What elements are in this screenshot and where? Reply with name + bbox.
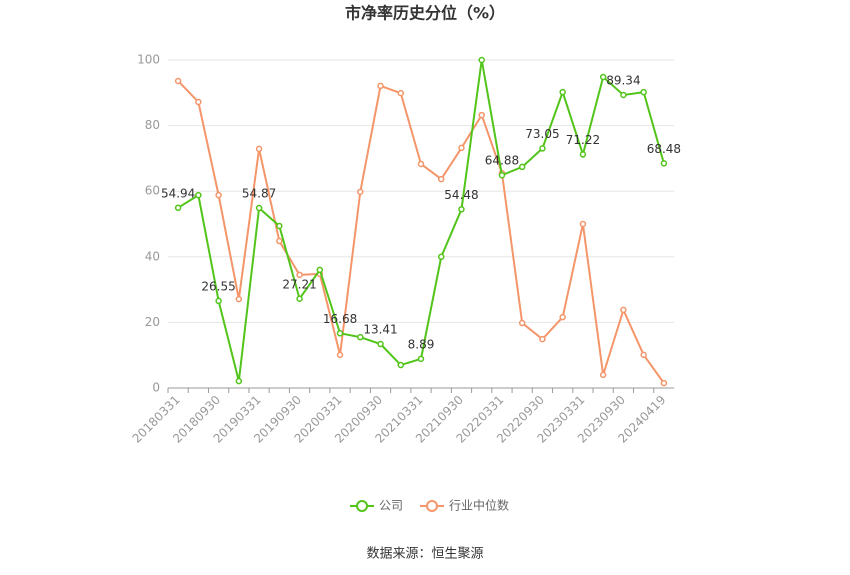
data-label: 54.87 <box>242 187 276 201</box>
point <box>357 188 364 196</box>
point <box>377 340 384 348</box>
data-label: 54.48 <box>444 188 478 202</box>
data-label: 26.55 <box>201 279 235 293</box>
y-tick-label: 40 <box>145 249 160 263</box>
point <box>539 335 546 343</box>
point <box>599 371 607 379</box>
data-label: 27.21 <box>282 277 316 291</box>
point <box>458 206 465 213</box>
point <box>660 160 668 167</box>
point <box>518 319 526 327</box>
point <box>316 266 324 274</box>
data-label: 73.05 <box>525 127 559 141</box>
point <box>417 160 425 168</box>
data-label: 89.34 <box>606 73 640 87</box>
point <box>235 295 243 303</box>
point <box>599 73 607 81</box>
point <box>417 355 425 363</box>
point <box>579 220 587 228</box>
y-tick-label: 20 <box>145 315 160 329</box>
point <box>437 175 445 183</box>
point <box>296 271 303 279</box>
point <box>195 191 202 199</box>
chart-title: 市净率历史分位（%） <box>345 4 505 23</box>
data-label: 54.94 <box>161 186 195 200</box>
point <box>215 191 222 199</box>
point <box>640 351 647 359</box>
point <box>559 88 566 96</box>
y-tick-label: 0 <box>152 381 160 395</box>
y-tick-label: 100 <box>137 53 160 67</box>
point <box>579 151 587 158</box>
series-line <box>177 59 665 382</box>
point <box>397 361 405 369</box>
point <box>336 351 344 359</box>
point <box>215 297 222 305</box>
point <box>255 204 263 212</box>
legend-marker <box>426 500 438 512</box>
data-label: 68.48 <box>647 142 681 156</box>
legend-marker <box>356 500 368 512</box>
y-tick-label: 60 <box>145 184 160 198</box>
y-tick-label: 80 <box>145 118 160 132</box>
point <box>539 145 546 152</box>
point <box>478 111 485 119</box>
point <box>498 171 506 179</box>
legend-label: 行业中位数 <box>449 498 509 513</box>
point <box>174 204 182 212</box>
data-label: 13.41 <box>363 323 397 337</box>
point <box>255 145 263 153</box>
point <box>478 56 485 64</box>
point <box>357 333 364 341</box>
point <box>397 89 405 97</box>
point <box>276 237 283 245</box>
data-label: 16.68 <box>323 312 357 326</box>
point <box>620 306 627 314</box>
point <box>660 379 668 387</box>
legend-label: 公司 <box>379 499 403 513</box>
data-label: 64.88 <box>485 154 519 168</box>
point <box>437 253 445 261</box>
point <box>458 144 465 152</box>
source: 数据来源：恒生聚源 <box>366 547 483 562</box>
point <box>195 98 202 106</box>
data-label: 8.89 <box>408 337 435 351</box>
point <box>336 330 344 337</box>
data-label: 71.22 <box>566 133 600 147</box>
point <box>640 88 647 96</box>
point <box>559 313 566 321</box>
point <box>620 91 627 99</box>
point <box>235 377 243 385</box>
point <box>377 82 384 90</box>
point <box>276 222 283 230</box>
point <box>518 163 526 171</box>
point <box>174 77 182 85</box>
point <box>296 295 303 303</box>
